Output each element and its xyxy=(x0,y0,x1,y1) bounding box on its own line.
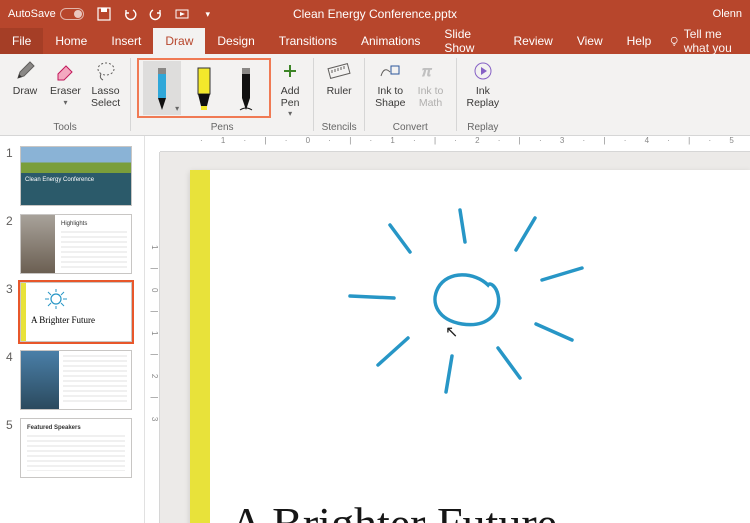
lasso-icon xyxy=(93,58,119,84)
redo-icon[interactable] xyxy=(148,6,164,22)
document-title: Clean Energy Conference.pptx xyxy=(293,7,457,21)
chevron-down-icon[interactable]: ▾ xyxy=(175,104,179,113)
undo-icon[interactable] xyxy=(122,6,138,22)
quick-access-toolbar: ▾ xyxy=(96,6,216,22)
group-label-tools: Tools xyxy=(53,122,76,135)
tab-insert[interactable]: Insert xyxy=(99,28,153,54)
group-convert: Ink to Shape π Ink to Math Convert xyxy=(365,54,455,135)
slide-title-text[interactable]: A Brighter Future xyxy=(230,497,557,523)
tab-home[interactable]: Home xyxy=(43,28,99,54)
cursor-pointer-icon: ↖ xyxy=(445,322,458,342)
lightbulb-icon xyxy=(669,34,679,48)
slide[interactable]: ↖ A Brighter Future xyxy=(190,170,750,523)
autosave-toggle[interactable]: AutoSave xyxy=(8,8,84,20)
tab-draw[interactable]: Draw xyxy=(153,28,205,54)
eraser-icon xyxy=(52,58,78,84)
tab-view[interactable]: View xyxy=(565,28,615,54)
ribbon: Draw Eraser ▾ Lasso Select Tools ▾ xyxy=(0,54,750,136)
thumbnail-5[interactable]: 5 Featured Speakers xyxy=(0,414,144,482)
draw-button[interactable]: Draw xyxy=(6,56,44,100)
horizontal-ruler[interactable]: · 1 · | · 0 · | · 1 · | · 2 · | · 3 · | … xyxy=(160,136,750,152)
group-tools: Draw Eraser ▾ Lasso Select Tools xyxy=(0,54,130,135)
pens-gallery[interactable]: ▾ xyxy=(137,58,271,118)
tab-transitions[interactable]: Transitions xyxy=(267,28,349,54)
group-pens: ▾ Add Pen ▾ Pens xyxy=(131,54,313,135)
tab-review[interactable]: Review xyxy=(501,28,564,54)
tab-animations[interactable]: Animations xyxy=(349,28,432,54)
tell-me-search[interactable]: Tell me what you xyxy=(669,28,750,54)
eraser-button[interactable]: Eraser ▾ xyxy=(46,56,85,109)
ink-replay-icon xyxy=(470,58,496,84)
ruler-button[interactable]: Ruler xyxy=(320,56,358,100)
user-name[interactable]: Olenn xyxy=(713,8,742,20)
group-label-pens: Pens xyxy=(211,122,234,135)
plus-icon xyxy=(277,58,303,84)
tab-slide-show[interactable]: Slide Show xyxy=(432,28,501,54)
save-icon[interactable] xyxy=(96,6,112,22)
slide-thumbnails-panel[interactable]: 1 Clean Energy Conference 2 Highlights 3… xyxy=(0,136,145,523)
pen-blue[interactable]: ▾ xyxy=(143,61,181,115)
tab-file[interactable]: File xyxy=(0,28,43,54)
chevron-down-icon: ▾ xyxy=(63,98,67,107)
thumbnail-3[interactable]: 3 A Brighter Future xyxy=(0,278,144,346)
thumbnail-1[interactable]: 1 Clean Energy Conference xyxy=(0,142,144,210)
autosave-switch-icon[interactable] xyxy=(60,8,84,20)
tell-me-label: Tell me what you xyxy=(684,27,750,55)
group-replay: Ink Replay Replay xyxy=(457,54,510,135)
customize-qat-icon[interactable]: ▾ xyxy=(200,6,216,22)
title-bar: AutoSave ▾ Clean Energy Conference.pptx … xyxy=(0,0,750,28)
add-pen-button[interactable]: Add Pen ▾ xyxy=(273,56,307,120)
ink-replay-button[interactable]: Ink Replay xyxy=(463,56,504,111)
pencil-icon xyxy=(12,58,38,84)
autosave-label: AutoSave xyxy=(8,8,56,20)
ink-drawing-sun xyxy=(190,170,750,523)
ink-to-math-button: π Ink to Math xyxy=(412,56,450,111)
workspace: 1 Clean Energy Conference 2 Highlights 3… xyxy=(0,136,750,523)
group-stencils: Ruler Stencils xyxy=(314,54,364,135)
vertical-ruler[interactable]: 1 | 0 | 1 | 2 | 3 xyxy=(145,152,160,523)
svg-text:π: π xyxy=(422,63,432,79)
ribbon-tabs: File Home Insert Draw Design Transitions… xyxy=(0,28,750,54)
ink-to-math-icon: π xyxy=(418,58,444,84)
chevron-down-icon: ▾ xyxy=(288,109,292,118)
start-from-beginning-icon[interactable] xyxy=(174,6,190,22)
slide-canvas-area[interactable]: ↖ A Brighter Future xyxy=(160,152,750,523)
pen-black[interactable] xyxy=(227,61,265,115)
ink-to-shape-button[interactable]: Ink to Shape xyxy=(371,56,409,111)
lasso-select-button[interactable]: Lasso Select xyxy=(87,56,124,111)
thumbnail-4[interactable]: 4 xyxy=(0,346,144,414)
pen-yellow-highlighter[interactable] xyxy=(185,61,223,115)
tab-help[interactable]: Help xyxy=(615,28,664,54)
ink-to-shape-icon xyxy=(377,58,403,84)
group-label-replay: Replay xyxy=(467,122,498,135)
group-label-stencils: Stencils xyxy=(322,122,357,135)
group-label-convert: Convert xyxy=(393,122,428,135)
thumbnail-2[interactable]: 2 Highlights xyxy=(0,210,144,278)
tab-design[interactable]: Design xyxy=(205,28,266,54)
ruler-icon xyxy=(326,58,352,84)
